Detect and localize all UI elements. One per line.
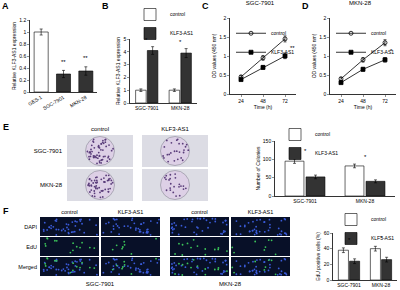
svg-text:KLF3-AS1: KLF3-AS1 xyxy=(371,49,394,55)
svg-text:150: 150 xyxy=(263,138,272,144)
svg-text:MKN-28: MKN-28 xyxy=(349,0,372,6)
svg-text:control: control xyxy=(170,11,185,17)
html-text:C: C xyxy=(202,1,209,11)
svg-text:1: 1 xyxy=(323,53,326,59)
svg-text:EdU positive cells (%): EdU positive cells (%) xyxy=(315,232,321,281)
svg-text:72: 72 xyxy=(382,98,388,104)
svg-text:MKN-28: MKN-28 xyxy=(356,198,375,204)
svg-text:KLF3-AS1: KLF3-AS1 xyxy=(170,30,193,36)
svg-text:**: ** xyxy=(61,59,66,65)
svg-text:*: * xyxy=(304,148,307,154)
svg-text:**: ** xyxy=(290,45,295,51)
svg-text:72: 72 xyxy=(282,98,288,104)
svg-text:SGC-7901: SGC-7901 xyxy=(246,0,275,6)
svg-text:SGC-7901: SGC-7901 xyxy=(34,148,63,154)
svg-text:KLF3-AS1: KLF3-AS1 xyxy=(315,150,338,156)
svg-text:KLF3-AS1: KLF3-AS1 xyxy=(118,209,143,215)
svg-text:DAPI: DAPI xyxy=(24,224,37,230)
svg-text:*: * xyxy=(380,235,383,241)
svg-text:MKN-28: MKN-28 xyxy=(219,281,242,287)
svg-text:24: 24 xyxy=(238,98,244,104)
svg-text:1: 1 xyxy=(23,29,26,35)
svg-text:SGC-7901: SGC-7901 xyxy=(135,105,159,111)
svg-text:SGC-7901: SGC-7901 xyxy=(86,281,115,287)
svg-text:40: 40 xyxy=(324,245,330,251)
svg-text:KLF3-AS1: KLF3-AS1 xyxy=(161,126,189,132)
svg-text:KLF3-AS1: KLF3-AS1 xyxy=(371,235,394,241)
svg-text:0.2: 0.2 xyxy=(19,77,26,83)
svg-text:OD values (450 nm): OD values (450 nm) xyxy=(311,33,317,78)
svg-text:2: 2 xyxy=(123,74,126,80)
svg-text:60: 60 xyxy=(324,230,330,236)
svg-text:0.6: 0.6 xyxy=(19,53,26,59)
svg-text:Relative KLF3-AS1 expression: Relative KLF3-AS1 expression xyxy=(11,22,17,90)
svg-text:2: 2 xyxy=(323,15,326,21)
svg-text:2: 2 xyxy=(223,15,226,21)
svg-text:MKN-28: MKN-28 xyxy=(69,94,88,108)
svg-text:48: 48 xyxy=(260,98,266,104)
svg-text:*: * xyxy=(364,154,367,160)
svg-text:EdU: EdU xyxy=(26,244,37,250)
svg-text:KLF3-AS1: KLF3-AS1 xyxy=(248,209,273,215)
svg-text:0: 0 xyxy=(268,193,271,199)
svg-text:Time (h): Time (h) xyxy=(254,104,273,110)
html-text:B: B xyxy=(102,1,109,11)
svg-text:Time (h): Time (h) xyxy=(354,104,373,110)
svg-text:24: 24 xyxy=(338,98,344,104)
svg-text:0.5: 0.5 xyxy=(319,72,326,78)
html-text:D: D xyxy=(302,1,309,11)
svg-text:*: * xyxy=(390,48,393,54)
svg-text:20: 20 xyxy=(324,261,330,267)
svg-text:MKN-28: MKN-28 xyxy=(372,282,391,288)
svg-text:100: 100 xyxy=(263,156,272,162)
html-text:A: A xyxy=(2,1,9,11)
svg-text:1.5: 1.5 xyxy=(219,34,226,40)
svg-text:48: 48 xyxy=(360,98,366,104)
svg-text:Merged: Merged xyxy=(18,264,37,270)
svg-text:control: control xyxy=(61,209,78,215)
svg-text:0.5: 0.5 xyxy=(219,72,226,78)
svg-text:*: * xyxy=(145,37,148,43)
svg-text:OD values (450 nm): OD values (450 nm) xyxy=(211,33,217,78)
svg-text:MKN-28: MKN-28 xyxy=(40,182,63,188)
svg-text:control: control xyxy=(371,216,386,222)
svg-text:Relative KLF3-AS1 expression: Relative KLF3-AS1 expression xyxy=(115,37,121,105)
svg-text:Number of Colonies: Number of Colonies xyxy=(255,146,261,191)
svg-text:1: 1 xyxy=(223,53,226,59)
svg-text:MKN-28: MKN-28 xyxy=(171,105,190,111)
svg-text:SGC-7901: SGC-7901 xyxy=(293,198,317,204)
svg-text:control: control xyxy=(191,209,208,215)
svg-text:5: 5 xyxy=(123,36,126,42)
svg-text:0: 0 xyxy=(223,91,226,97)
svg-text:3: 3 xyxy=(123,61,126,67)
svg-text:KLF3-AS1: KLF3-AS1 xyxy=(271,49,294,55)
svg-text:SGC-7901: SGC-7901 xyxy=(337,282,361,288)
svg-text:F: F xyxy=(3,206,9,216)
svg-text:0: 0 xyxy=(123,100,126,106)
svg-text:E: E xyxy=(3,122,9,132)
svg-text:50: 50 xyxy=(266,174,272,180)
svg-text:0.4: 0.4 xyxy=(19,65,26,71)
svg-text:1: 1 xyxy=(123,87,126,93)
svg-text:0: 0 xyxy=(23,89,26,95)
svg-text:1.5: 1.5 xyxy=(319,34,326,40)
svg-text:*: * xyxy=(179,39,182,45)
svg-text:control: control xyxy=(371,30,386,36)
svg-text:1.2: 1.2 xyxy=(19,17,26,23)
svg-text:*: * xyxy=(348,237,351,243)
svg-text:0: 0 xyxy=(323,91,326,97)
svg-text:GES-1: GES-1 xyxy=(27,94,43,107)
svg-text:**: ** xyxy=(83,55,88,61)
svg-text:control: control xyxy=(315,131,330,137)
svg-text:control: control xyxy=(91,126,109,132)
svg-text:0.8: 0.8 xyxy=(19,41,26,47)
svg-text:control: control xyxy=(271,30,286,36)
svg-text:4: 4 xyxy=(123,49,126,55)
svg-text:SGC-7901: SGC-7901 xyxy=(42,94,66,111)
svg-text:0: 0 xyxy=(326,277,329,283)
